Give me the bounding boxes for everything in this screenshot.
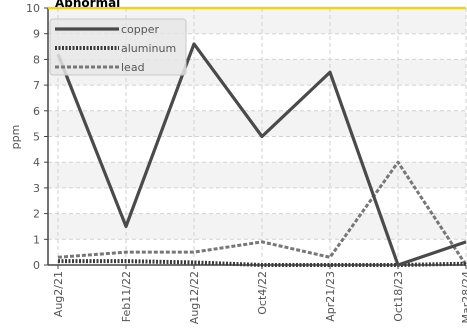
x-tick-label: Aug2/21 xyxy=(52,271,65,317)
legend: copper aluminum lead xyxy=(49,18,187,76)
legend-label-aluminum: aluminum xyxy=(121,42,176,55)
plot-band xyxy=(48,85,466,111)
y-axis-label: ppm xyxy=(9,125,22,150)
y-tick-label: 2 xyxy=(33,208,40,221)
y-tick-label: 7 xyxy=(33,79,40,92)
series-lines xyxy=(56,42,467,267)
y-axis-ticks: 0 1 2 3 4 5 6 7 8 9 10 xyxy=(26,2,48,272)
threshold-line: Abnormal xyxy=(48,0,466,10)
y-tick-label: 5 xyxy=(33,131,40,144)
y-tick-label: 8 xyxy=(33,53,40,66)
abnormal-label: Abnormal xyxy=(55,0,120,10)
y-tick-label: 4 xyxy=(33,156,40,169)
x-tick-label: Apr21/23 xyxy=(324,271,337,322)
y-tick-label: 1 xyxy=(33,233,40,246)
y-tick-label: 6 xyxy=(33,105,40,118)
y-tick-label: 9 xyxy=(33,28,40,41)
plot-band xyxy=(48,213,466,240)
y-tick-label: 10 xyxy=(26,2,40,15)
x-tick-label: Mar28/24 xyxy=(460,271,467,323)
x-tick-label: Oct4/22 xyxy=(256,271,269,315)
x-axis-ticks: Aug2/21 Feb11/22 Aug12/22 Oct4/22 Apr21/23 Oc… xyxy=(52,265,467,324)
series-line-lead xyxy=(57,160,467,266)
plot-band xyxy=(48,136,466,163)
legend-label-lead: lead xyxy=(121,61,145,74)
x-tick-label: Oct18/23 xyxy=(392,271,405,322)
y-tick-label: 0 xyxy=(33,259,40,272)
plot-band xyxy=(48,110,466,137)
x-tick-label: Aug12/22 xyxy=(188,271,201,324)
legend-label-copper: copper xyxy=(121,23,160,36)
series-line-copper xyxy=(56,42,467,267)
y-tick-label: 3 xyxy=(33,182,40,195)
x-tick-label: Feb11/22 xyxy=(120,271,133,322)
